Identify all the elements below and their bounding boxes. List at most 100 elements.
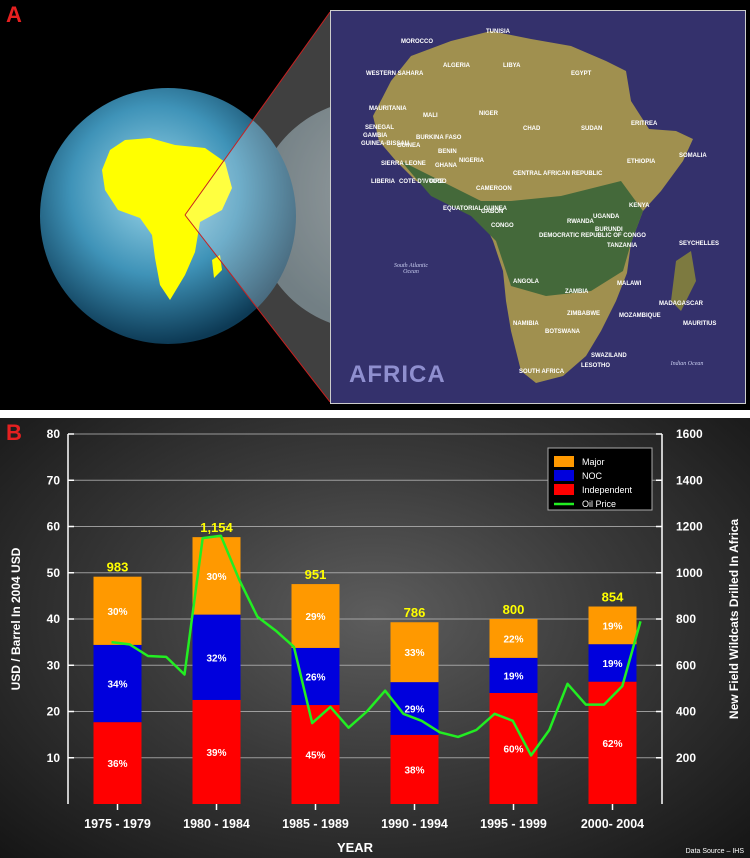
- map-country-label: ZIMBABWE: [567, 311, 600, 317]
- bar-percent-label: 30%: [107, 607, 127, 618]
- bar-segment-major: [291, 584, 340, 648]
- map-country-label: MOROCCO: [401, 39, 433, 45]
- map-country-label: SENEGAL: [365, 125, 395, 131]
- panel-a: A MOROCCO TUNISIA ALGERIA LIBYA EGYPT WESTERN…: [0, 0, 750, 410]
- bar-segment-major: [390, 622, 439, 683]
- bar-segment-independent: [489, 693, 538, 804]
- x-tick-label: 1985 - 1989: [282, 817, 349, 831]
- panel-divider: [0, 410, 750, 418]
- map-country-label: CONGO: [491, 223, 514, 229]
- map-country-label: ZAMBIA: [565, 289, 589, 295]
- map-country-label: SOUTH AFRICA: [519, 369, 565, 375]
- bar-segment-independent: [192, 699, 241, 804]
- map-country-label: GUINEA-BISSAU: [361, 141, 410, 147]
- map-country-label: TUNISIA: [486, 29, 510, 35]
- bar-percent-label: 19%: [503, 671, 523, 682]
- map-country-label: MALAWI: [617, 281, 642, 287]
- bar-percent-label: 19%: [602, 659, 622, 670]
- bar-percent-label: 33%: [404, 648, 424, 659]
- map-country-label: DEMOCRATIC REPUBLIC OF CONGO: [539, 233, 646, 239]
- bar-percent-label: 39%: [206, 748, 226, 759]
- data-source-note: Data Source – IHS: [685, 848, 744, 855]
- map-country-label: CENTRAL AFRICAN REPUBLIC: [513, 171, 603, 177]
- map-country-label: EQUATORIAL GUINEA: [443, 206, 508, 212]
- bar-total-label: 983: [107, 560, 129, 575]
- bar-segment-major: [489, 619, 538, 658]
- left-tick-label: 60: [47, 520, 61, 534]
- map-country-label: EGYPT: [571, 71, 592, 77]
- map-title: AFRICA: [349, 361, 446, 388]
- legend-label: Oil Price: [582, 499, 616, 509]
- x-tick-label: 1980 - 1984: [183, 817, 250, 831]
- bar-total-label: 951: [305, 567, 327, 582]
- map-country-label: BURKINA FASO: [416, 135, 462, 141]
- africa-highlight-shape: [102, 138, 232, 300]
- map-country-label: NIGERIA: [459, 158, 485, 164]
- map-country-label: COTE D'IVOIRE: [399, 179, 444, 185]
- wildcats-chart: 10 20 30 40 50 60 70 80 200 400 600 800 1000 1200 1400…: [9, 427, 741, 855]
- map-country-label: ETHIOPIA: [627, 159, 656, 165]
- right-tick-label: 1600: [676, 427, 703, 441]
- map-country-label: SUDAN: [581, 126, 603, 132]
- bar-percent-label: 38%: [404, 765, 424, 776]
- x-tick-label: 1995 - 1999: [480, 817, 547, 831]
- map-country-label: LIBERIA: [371, 179, 395, 185]
- bar-percent-label: 29%: [404, 704, 424, 715]
- map-country-label: KENYA: [629, 203, 650, 209]
- left-tick-label: 10: [47, 751, 61, 765]
- bar-segment-independent: [588, 681, 637, 804]
- map-country-label: SEYCHELLES: [679, 241, 720, 247]
- panel-b-letter: B: [6, 420, 22, 445]
- legend-swatch: [554, 484, 574, 495]
- right-tick-label: 800: [676, 612, 696, 626]
- right-tick-label: 600: [676, 658, 696, 672]
- legend-label: NOC: [582, 471, 603, 481]
- panel-a-letter: A: [6, 2, 22, 27]
- bar-total-label: 786: [404, 605, 426, 620]
- bar-percent-label: 62%: [602, 739, 622, 750]
- bar-percent-label: 30%: [206, 572, 226, 583]
- bar-segment-major: [588, 606, 637, 645]
- x-tick-label: 2000- 2004: [581, 817, 644, 831]
- y-axis-left-title: USD / Barrel In 2004 USD: [9, 547, 23, 690]
- left-tick-label: 40: [47, 612, 61, 626]
- map-country-label: GABON: [481, 209, 504, 215]
- bar-percent-label: 19%: [602, 621, 622, 632]
- bar-percent-label: 36%: [107, 759, 127, 770]
- bar-percent-label: 45%: [305, 751, 325, 762]
- map-country-label: GUINEA: [397, 143, 421, 149]
- map-country-label: ALGERIA: [443, 63, 470, 69]
- map-country-label: CAMEROON: [476, 186, 512, 192]
- map-ocean-label: Indian Ocean: [670, 361, 704, 367]
- map-country-label: MADAGASCAR: [659, 301, 703, 307]
- map-country-label: SOMALIA: [679, 153, 707, 159]
- right-tick-label: 400: [676, 705, 696, 719]
- bar-percent-label: 26%: [305, 672, 325, 683]
- globe-illustration: [40, 11, 330, 403]
- bar-percent-label: 60%: [503, 745, 523, 756]
- map-country-label: WESTERN SAHARA: [366, 71, 424, 77]
- map-country-label: NAMIBIA: [513, 321, 539, 327]
- map-country-label: SWAZILAND: [591, 353, 627, 359]
- left-tick-label: 70: [47, 473, 61, 487]
- y-axis-right-title: New Field Wildcats Drilled In Africa: [727, 519, 741, 719]
- legend-swatch: [554, 470, 574, 481]
- bar-segment-noc: [192, 614, 241, 700]
- bar-segment-major: [93, 576, 142, 645]
- map-country-label: TOGO: [429, 179, 447, 185]
- map-country-label: GHANA: [435, 163, 457, 169]
- map-country-label: MALI: [423, 113, 438, 119]
- map-country-label: MAURITIUS: [683, 321, 717, 327]
- x-tick-label: 1975 - 1979: [84, 817, 151, 831]
- left-tick-label: 30: [47, 658, 61, 672]
- bar-segment-noc: [489, 657, 538, 693]
- map-country-label: LIBYA: [503, 63, 521, 69]
- bar-segment-noc: [93, 644, 142, 723]
- map-country-label: NIGER: [479, 111, 499, 117]
- africa-map: MOROCCO TUNISIA ALGERIA LIBYA EGYPT WESTERN S…: [330, 10, 746, 404]
- bar-segment-independent: [93, 722, 142, 804]
- left-tick-label: 50: [47, 566, 61, 580]
- map-country-label: GAMBIA: [363, 133, 388, 139]
- panel-b: 10 20 30 40 50 60 70 80 200 400 600 800 1000 1200 1400…: [0, 418, 750, 858]
- map-country-label: TANZANIA: [607, 243, 638, 249]
